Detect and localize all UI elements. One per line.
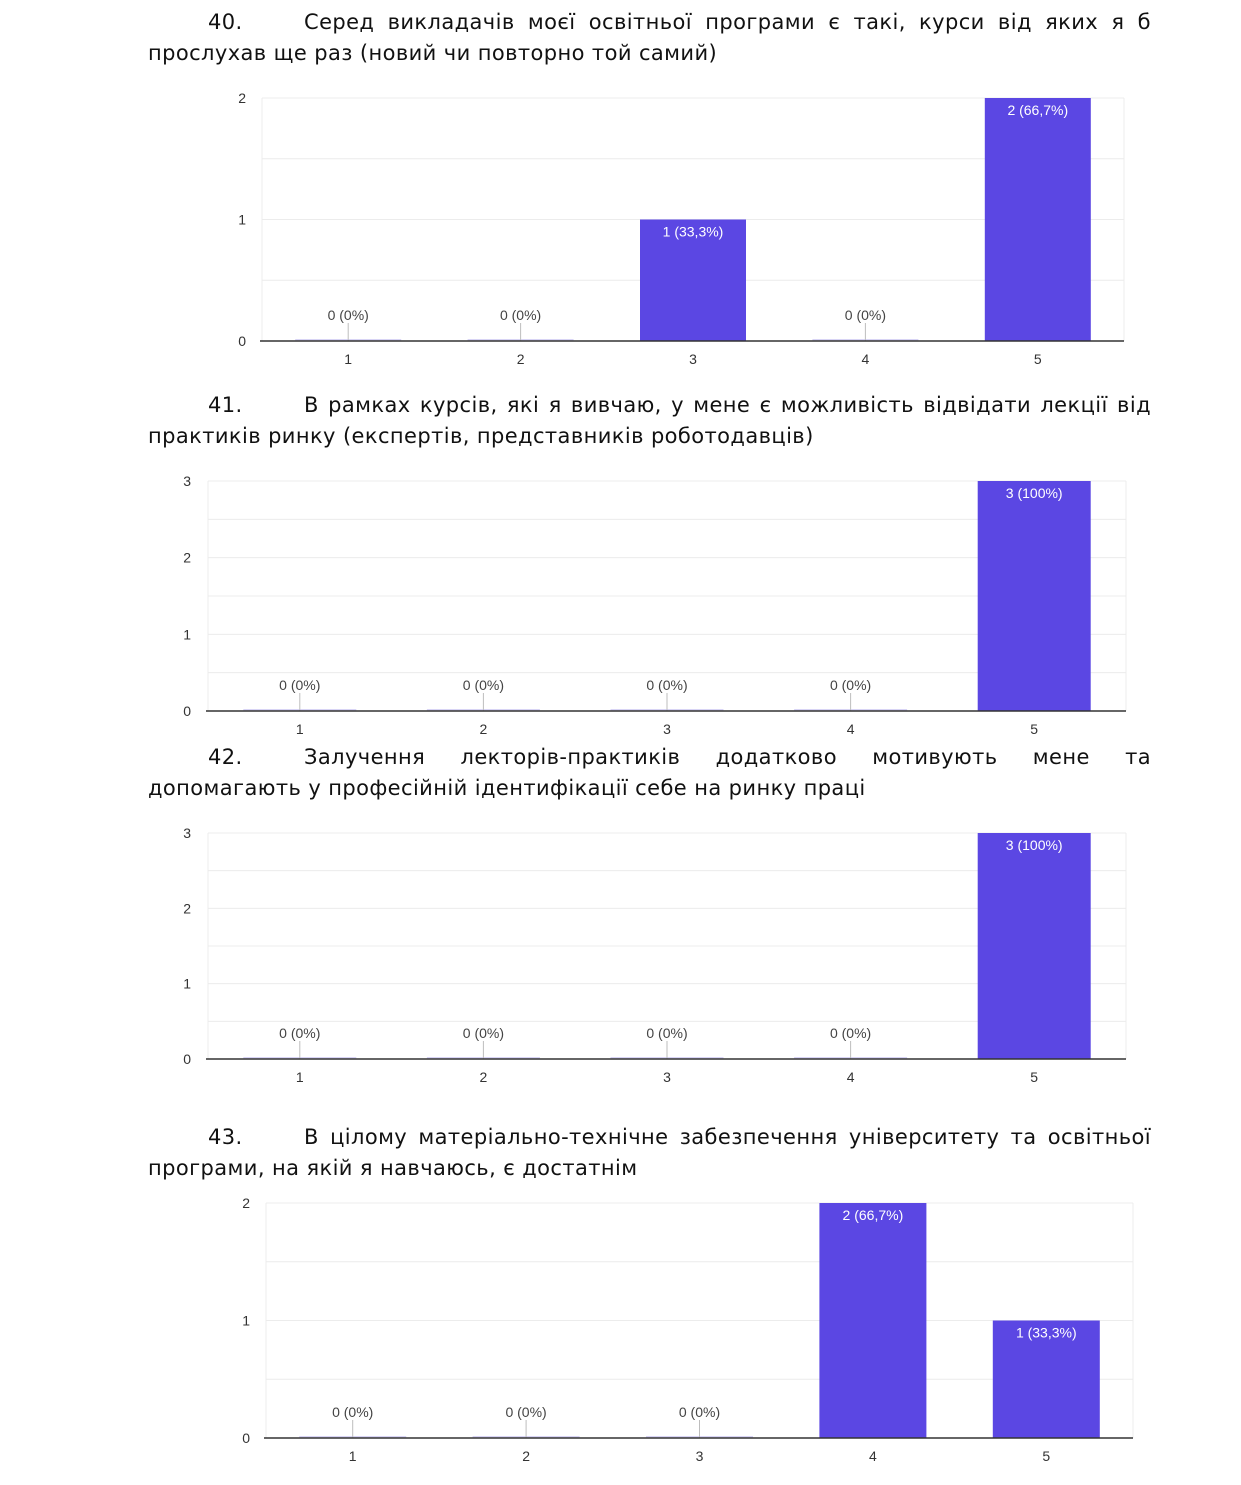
y-tick-label: 2 [238, 90, 246, 106]
question-text: Залучення лекторів-практиків додатково м… [148, 745, 1151, 800]
bar-data-label: 3 (100%) [1006, 837, 1063, 853]
bar [984, 98, 1091, 341]
x-category-label: 5 [1030, 1069, 1038, 1085]
bar-data-label: 0 (0%) [332, 1404, 373, 1420]
x-category-label: 5 [1034, 351, 1042, 367]
x-category-label: 3 [689, 351, 697, 367]
x-category-label: 2 [480, 721, 488, 737]
y-tick-label: 0 [238, 333, 246, 349]
y-tick-label: 1 [183, 976, 191, 992]
x-category-label: 4 [847, 721, 855, 737]
x-category-label: 2 [522, 1448, 530, 1464]
question-number: 41. [208, 393, 243, 417]
question-text: В рамках курсів, які я вивчаю, у мене є … [148, 393, 1151, 448]
y-tick-label: 3 [183, 825, 191, 841]
x-category-label: 1 [349, 1448, 357, 1464]
y-tick-label: 2 [183, 900, 191, 916]
bar-data-label: 0 (0%) [646, 677, 687, 693]
x-category-label: 4 [862, 351, 870, 367]
x-category-label: 2 [480, 1069, 488, 1085]
question-42: 42. Залучення лекторів-практиків додатков… [148, 742, 1151, 804]
bar-data-label: 3 (100%) [1006, 485, 1063, 501]
y-tick-label: 0 [183, 703, 191, 719]
y-tick-label: 1 [183, 626, 191, 642]
bar [977, 481, 1091, 711]
bar [640, 219, 746, 341]
y-tick-label: 2 [183, 550, 191, 566]
bar-data-label: 0 (0%) [328, 307, 369, 323]
bar-data-label: 0 (0%) [279, 677, 320, 693]
y-tick-label: 1 [238, 212, 246, 228]
bar-data-label: 0 (0%) [646, 1025, 687, 1041]
question-number: 42. [208, 745, 243, 769]
bar-data-label: 0 (0%) [679, 1404, 720, 1420]
bar-data-label: 2 (66,7%) [843, 1207, 904, 1223]
bar-data-label: 2 (66,7%) [1007, 102, 1068, 118]
x-category-label: 5 [1030, 721, 1038, 737]
x-category-label: 4 [869, 1448, 877, 1464]
y-tick-label: 0 [242, 1430, 250, 1446]
bar-data-label: 0 (0%) [279, 1025, 320, 1041]
x-category-label: 3 [696, 1448, 704, 1464]
y-tick-label: 0 [183, 1051, 191, 1067]
bar [977, 833, 1091, 1059]
question-number: 43. [208, 1125, 243, 1149]
question-text: Серед викладачів моєї освітньої програми… [148, 10, 1151, 65]
question-number: 40. [208, 10, 243, 34]
x-category-label: 3 [663, 721, 671, 737]
x-category-label: 1 [296, 721, 304, 737]
y-tick-label: 1 [242, 1313, 250, 1329]
bar-data-label: 0 (0%) [500, 307, 541, 323]
x-category-label: 1 [344, 351, 352, 367]
bar-data-label: 1 (33,3%) [663, 224, 724, 240]
question-40: 40. Серед викладачів моєї освітньої прогр… [148, 7, 1151, 69]
y-tick-label: 3 [183, 473, 191, 489]
question-41: 41. В рамках курсів, які я вивчаю, у мене… [148, 390, 1151, 452]
bar-data-label: 0 (0%) [505, 1404, 546, 1420]
bar-data-label: 0 (0%) [845, 307, 886, 323]
bar-data-label: 0 (0%) [463, 1025, 504, 1041]
bar-data-label: 1 (33,3%) [1016, 1325, 1077, 1341]
bar-data-label: 0 (0%) [463, 677, 504, 693]
bar [992, 1320, 1100, 1438]
y-tick-label: 2 [242, 1195, 250, 1211]
bar-data-label: 0 (0%) [830, 1025, 871, 1041]
question-text: В цілому матеріально-технічне забезпечен… [148, 1125, 1151, 1180]
bar [819, 1203, 927, 1438]
x-category-label: 4 [847, 1069, 855, 1085]
x-category-label: 2 [517, 351, 525, 367]
x-category-label: 5 [1042, 1448, 1050, 1464]
x-category-label: 1 [296, 1069, 304, 1085]
bar-data-label: 0 (0%) [830, 677, 871, 693]
x-category-label: 3 [663, 1069, 671, 1085]
question-43: 43. В цілому матеріально-технічне забезпе… [148, 1122, 1151, 1184]
